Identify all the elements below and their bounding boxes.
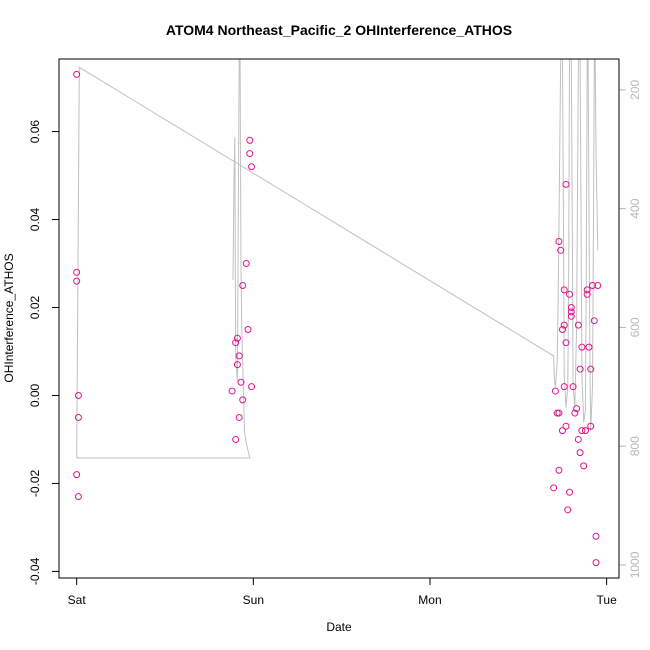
scatter-point — [246, 150, 254, 158]
scatter-point — [581, 427, 589, 435]
series-layer — [73, 58, 602, 567]
scatter-point — [232, 435, 240, 443]
scatter-point — [235, 352, 243, 360]
scatter-point — [592, 559, 600, 567]
scatter-point — [566, 290, 574, 298]
y-tick-label: 0.00 — [28, 383, 42, 407]
scatter-point — [585, 343, 593, 351]
right-tick-label: 400 — [628, 198, 642, 218]
scatter-point — [578, 343, 586, 351]
scatter-point — [562, 422, 570, 430]
scatter-point — [560, 321, 568, 329]
scatter-point — [567, 308, 575, 316]
scatter-point — [587, 365, 595, 373]
chart-title: ATOM4 Northeast_Pacific_2 OHInterference… — [166, 22, 512, 38]
scatter-point — [567, 304, 575, 312]
scatter-point — [232, 339, 240, 347]
right-tick-label: 800 — [628, 436, 642, 456]
scatter-point — [583, 286, 591, 294]
scatter-point — [558, 427, 566, 435]
x-axis-label: Date — [326, 620, 352, 634]
scatter-point — [569, 383, 577, 391]
scatter-point — [244, 325, 252, 333]
y-tick-label: 0.02 — [28, 296, 42, 320]
scatter-point — [242, 260, 250, 268]
scatter-point — [590, 317, 598, 325]
right-tick-label: 200 — [628, 80, 642, 100]
y-tick-label: 0.06 — [28, 120, 42, 144]
y-tick-label: 0.04 — [28, 208, 42, 232]
scatter-point — [239, 396, 247, 404]
scatter-point — [574, 435, 582, 443]
scatter-point — [566, 488, 574, 496]
scatter-point — [237, 378, 245, 386]
scatter-point — [74, 391, 82, 399]
scatter-point — [578, 427, 586, 435]
scatter-point — [592, 532, 600, 540]
scatter-point — [233, 334, 241, 342]
scatter-point — [555, 238, 563, 246]
x-tick-label: Sat — [68, 593, 87, 607]
scatter-point — [239, 282, 247, 290]
x-tick-label: Mon — [418, 593, 441, 607]
scatter-point — [248, 163, 256, 171]
right-tick-label: 1000 — [628, 551, 642, 578]
scatter-point — [550, 484, 558, 492]
plot-area-box — [58, 58, 620, 579]
scatter-point — [228, 387, 236, 395]
scatter-point — [555, 466, 563, 474]
scatter-point — [576, 365, 584, 373]
scatter-point — [555, 409, 563, 417]
scatter-point — [73, 277, 81, 285]
scatter-point — [594, 282, 602, 290]
scatter-point — [587, 422, 595, 430]
scatter-point — [233, 361, 241, 369]
scatter-point — [573, 405, 581, 413]
series-line-1 — [76, 58, 599, 459]
scatter-point — [574, 321, 582, 329]
scatter-point — [246, 136, 254, 144]
scatter-point — [560, 286, 568, 294]
scatter-point — [73, 268, 81, 276]
scatter-point — [564, 506, 572, 514]
x-tick-label: Tue — [597, 593, 618, 607]
y-tick-label: -0.04 — [28, 557, 42, 585]
scatter-point — [560, 383, 568, 391]
scatter-point — [557, 246, 565, 254]
scatter-point — [562, 339, 570, 347]
scatter-point — [571, 409, 579, 417]
scatter-point — [235, 413, 243, 421]
scatter-point — [74, 493, 82, 501]
right-tick-label: 600 — [628, 317, 642, 337]
scatter-point — [558, 325, 566, 333]
y-axis-label: OHInterference_ATHOS — [2, 253, 16, 382]
scatter-point — [576, 449, 584, 457]
scatter-point — [73, 471, 81, 479]
y-tick-label: -0.02 — [28, 469, 42, 497]
scatter-point — [580, 462, 588, 470]
scatter-point — [583, 290, 591, 298]
scatter-point — [567, 312, 575, 320]
x-tick-label: Sun — [243, 593, 264, 607]
scatter-point — [73, 70, 81, 78]
scatter-point — [589, 282, 597, 290]
scatter-point — [562, 180, 570, 188]
scatter-point — [74, 413, 82, 421]
scatter-point — [248, 383, 256, 391]
scatter-point — [551, 387, 559, 395]
